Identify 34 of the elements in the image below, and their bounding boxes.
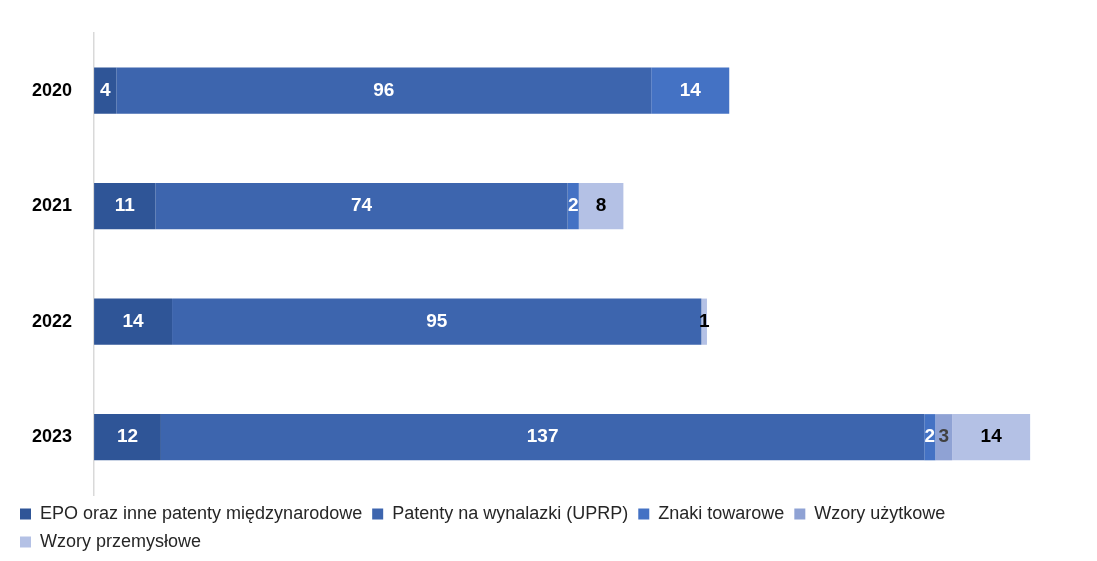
bar (952, 414, 1031, 461)
data-label: 8 (595, 194, 607, 216)
y-tick-label: 2023 (32, 426, 73, 447)
legend-label: Znaki towarowe (658, 502, 785, 523)
data-label: 74 (350, 194, 373, 216)
y-tick-label: 2020 (32, 79, 73, 100)
data-label: 1 (698, 309, 710, 331)
y-tick-label: 2021 (32, 195, 73, 216)
data-label: 12 (116, 425, 139, 447)
bar (651, 67, 730, 114)
legend-label: Wzory użytkowe (814, 502, 946, 523)
legend-label: Wzory przemysłowe (40, 530, 202, 551)
data-label: 14 (122, 309, 145, 331)
data-label: 96 (373, 78, 395, 100)
data-label: 11 (114, 194, 136, 216)
y-tick-label: 2022 (32, 310, 73, 331)
bar (155, 183, 568, 230)
data-label: 14 (980, 425, 1003, 447)
data-label: 14 (679, 78, 702, 100)
bar (94, 183, 156, 230)
legend-label: Patenty na wynalazki (UPRP) (392, 502, 629, 523)
data-label: 95 (426, 309, 448, 331)
bar (94, 298, 173, 345)
bar (172, 298, 702, 345)
data-label: 4 (99, 78, 111, 100)
data-label: 3 (938, 425, 950, 447)
data-label: 2 (567, 194, 579, 216)
legend-label: EPO oraz inne patenty międzynarodowe (40, 502, 363, 523)
bar (160, 414, 925, 461)
bar (94, 414, 161, 461)
data-label: 137 (526, 425, 559, 447)
bar (116, 67, 652, 114)
bar (578, 183, 624, 230)
data-label: 2 (924, 425, 936, 447)
